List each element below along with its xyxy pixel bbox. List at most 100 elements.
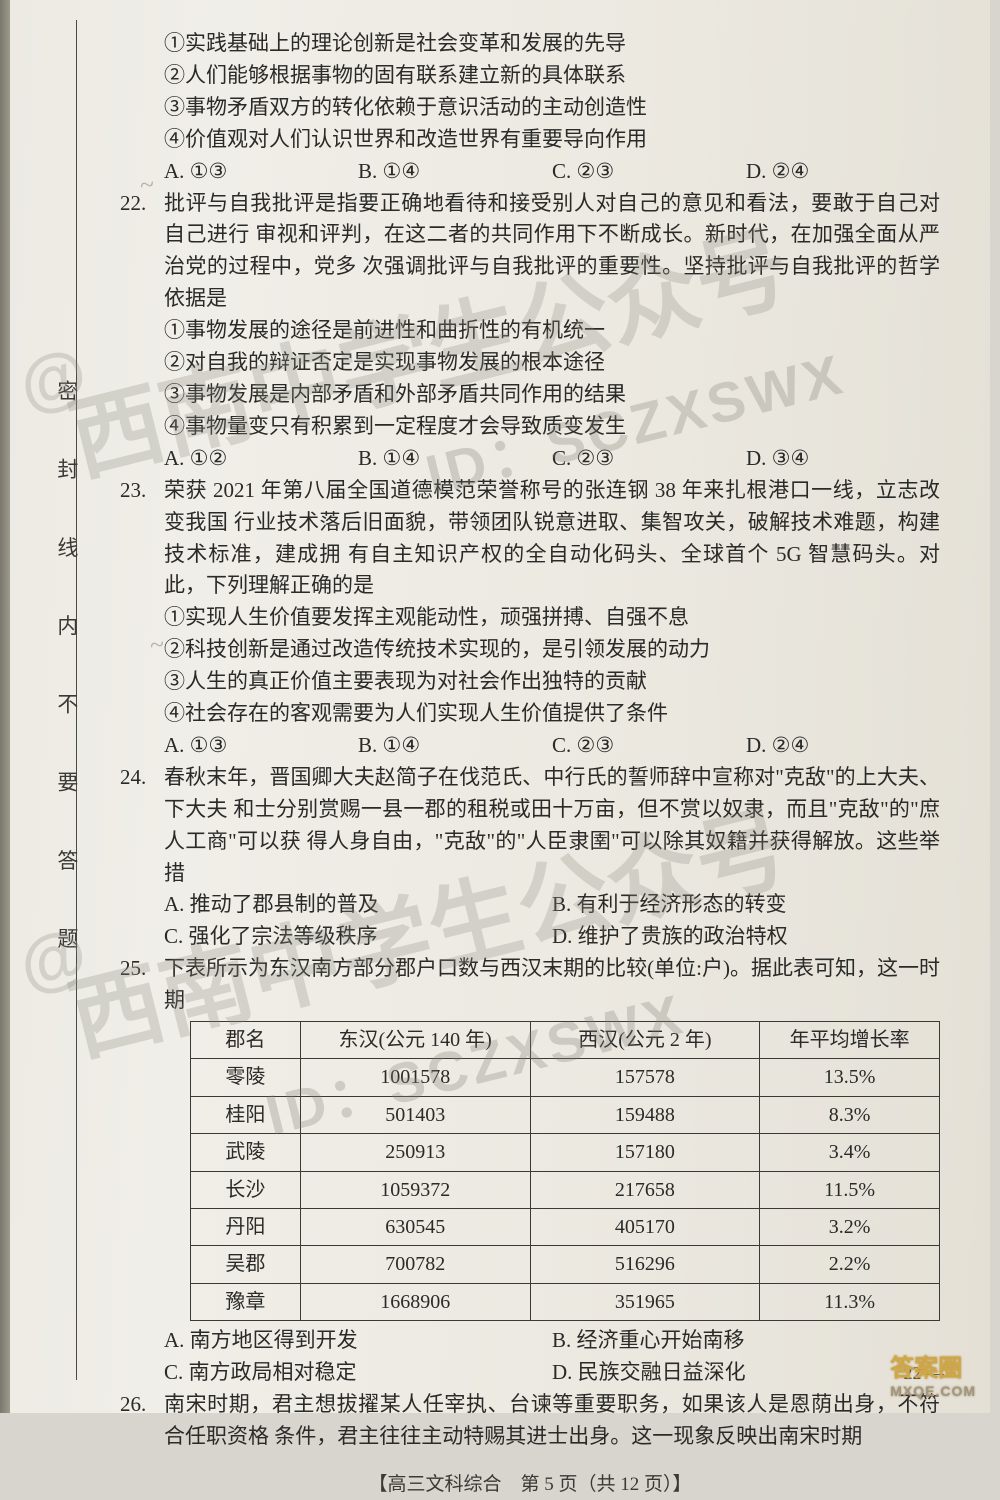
table-cell: 501403: [300, 1096, 530, 1133]
q23-number: 23.: [120, 475, 164, 603]
table-row: 丹阳6305454051703.2%: [191, 1209, 940, 1246]
col-donghan: 东汉(公元 140 年): [300, 1022, 530, 1059]
q26-line2: 条件，君主往往主动特赐其进士出身。这一现象反映出南宋时期: [274, 1424, 862, 1448]
q23-opt-b: B. ①④: [358, 730, 552, 762]
q25-table: 郡名 东汉(公元 140 年) 西汉(公元 2 年) 年平均增长率 零陵1001…: [190, 1021, 940, 1321]
table-cell: 250913: [300, 1134, 530, 1171]
q22-options: A. ①② B. ①④ C. ②③ D. ③④: [164, 443, 940, 475]
q22-opt-b: B. ①④: [358, 443, 552, 475]
table-header-row: 郡名 东汉(公元 140 年) 西汉(公元 2 年) 年平均增长率: [191, 1022, 940, 1059]
q25-number: 25.: [120, 953, 164, 1017]
q24-opt-b: B. 有利于经济形态的转变: [552, 889, 940, 921]
q23-s4: ④社会存在的客观需要为人们实现人生价值提供了条件: [164, 698, 940, 730]
table-cell: 3.4%: [760, 1134, 940, 1171]
col-name: 郡名: [191, 1022, 301, 1059]
q24-number: 24.: [120, 762, 164, 890]
q23-s2: ②科技创新是通过改造传统技术实现的，是引领发展的动力: [164, 634, 940, 666]
q21-s2: ②人们能够根据事物的固有联系建立新的具体联系: [164, 60, 940, 92]
q22-s3: ③事物发展是内部矛盾和外部矛盾共同作用的结果: [164, 379, 940, 411]
q23-s1: ①实现人生价值要发挥主观能动性，顽强拼搏、自强不息: [164, 602, 940, 634]
table-cell: 13.5%: [760, 1059, 940, 1096]
table-row: 长沙105937221765811.5%: [191, 1171, 940, 1208]
q26-stem: 26. 南宋时期，君主想拔擢某人任宰执、台谏等重要职务，如果该人是恩荫出身，不符…: [120, 1389, 940, 1453]
q24-stem: 24. 春秋末年，晋国卿大夫赵简子在伐范氏、中行氏的誓师辞中宣称对"克敌"的上大…: [120, 762, 940, 890]
page-footer: 【高三文科综合 第 5 页（共 12 页）】: [120, 1471, 940, 1500]
corner-logo-line1: 答案圈: [890, 1348, 976, 1383]
table-cell: 3.2%: [760, 1209, 940, 1246]
q23-s3: ③人生的真正价值主要表现为对社会作出独特的贡献: [164, 666, 940, 698]
table-cell: 8.3%: [760, 1096, 940, 1133]
table-cell: 11.5%: [760, 1171, 940, 1208]
q23-statements: ①实现人生价值要发挥主观能动性，顽强拼搏、自强不息 ②科技创新是通过改造传统技术…: [164, 602, 940, 730]
q21-opt-a: A. ①③: [164, 156, 358, 188]
q22-s4: ④事物量变只有积累到一定程度才会导致质变发生: [164, 411, 940, 443]
table-cell: 丹阳: [191, 1209, 301, 1246]
col-rate: 年平均增长率: [760, 1022, 940, 1059]
q25-opt-c: C. 南方政局相对稳定: [164, 1357, 552, 1389]
table-cell: 11.3%: [760, 1283, 940, 1320]
q25-opt-b: B. 经济重心开始南移: [552, 1325, 940, 1357]
q23-stem: 23. 荣获 2021 年第八届全国道德模范荣誉称号的张连钢 38 年来扎根港口…: [120, 475, 940, 603]
q22-s1: ①事物发展的途径是前进性和曲折性的有机统一: [164, 315, 940, 347]
q22-stem: 22. 批评与自我批评是指要正确地看待和接受别人对自己的意见和看法，要敢于自己对…: [120, 188, 940, 316]
exam-page: 密 封 线 内 不 要 答 题 ①实践基础上的理论创新是社会变革和发展的先导 ②…: [10, 0, 990, 1413]
table-cell: 1668906: [300, 1283, 530, 1320]
corner-logo-line2: MXQE.COM: [890, 1383, 976, 1399]
q24-text: 春秋末年，晋国卿大夫赵简子在伐范氏、中行氏的誓师辞中宣称对"克敌"的上大夫、下大…: [164, 762, 940, 890]
table-cell: 吴郡: [191, 1246, 301, 1283]
q21-s4: ④价值观对人们认识世界和改造世界有重要导向作用: [164, 124, 940, 156]
table-row: 豫章166890635196511.3%: [191, 1283, 940, 1320]
table-cell: 516296: [530, 1246, 760, 1283]
table-cell: 2.2%: [760, 1246, 940, 1283]
q26-text: 南宋时期，君主想拔擢某人任宰执、台谏等重要职务，如果该人是恩荫出身，不符合任职资…: [164, 1389, 940, 1453]
table-cell: 217658: [530, 1171, 760, 1208]
table-cell: 630545: [300, 1209, 530, 1246]
q22-opt-a: A. ①②: [164, 443, 358, 475]
table-row: 武陵2509131571803.4%: [191, 1134, 940, 1171]
q24-opt-c: C. 强化了宗法等级秩序: [164, 921, 552, 953]
table-cell: 1001578: [300, 1059, 530, 1096]
q24-options: A. 推动了郡县制的普及 B. 有利于经济形态的转变 C. 强化了宗法等级秩序 …: [164, 889, 940, 953]
table-cell: 武陵: [191, 1134, 301, 1171]
table-cell: 700782: [300, 1246, 530, 1283]
table-cell: 长沙: [191, 1171, 301, 1208]
q21-s3: ③事物矛盾双方的转化依赖于意识活动的主动创造性: [164, 92, 940, 124]
q25-stem: 25. 下表所示为东汉南方部分郡户口数与西汉末期的比较(单位:户)。据此表可知，…: [120, 953, 940, 1017]
table-cell: 零陵: [191, 1059, 301, 1096]
table-row: 吴郡7007825162962.2%: [191, 1246, 940, 1283]
q21-options: A. ①③ B. ①④ C. ②③ D. ②④: [164, 156, 940, 188]
table-cell: 1059372: [300, 1171, 530, 1208]
table-cell: 157180: [530, 1134, 760, 1171]
q25-text: 下表所示为东汉南方部分郡户口数与西汉末期的比较(单位:户)。据此表可知，这一时期: [164, 953, 940, 1017]
table-cell: 157578: [530, 1059, 760, 1096]
q23-opt-a: A. ①③: [164, 730, 358, 762]
q21-opt-d: D. ②④: [746, 156, 940, 188]
q25-options: A. 南方地区得到开发 B. 经济重心开始南移 C. 南方政局相对稳定 D. 民…: [164, 1325, 940, 1389]
corner-logo: 答案圈 MXQE.COM: [890, 1348, 976, 1399]
table-cell: 159488: [530, 1096, 760, 1133]
q22-opt-c: C. ②③: [552, 443, 746, 475]
q23-opt-c: C. ②③: [552, 730, 746, 762]
q21-opt-b: B. ①④: [358, 156, 552, 188]
table-body: 零陵100157815757813.5%桂阳5014031594888.3%武陵…: [191, 1059, 940, 1321]
table-cell: 桂阳: [191, 1096, 301, 1133]
q22-number: 22.: [120, 188, 164, 316]
q25-opt-d: D. 民族交融日益深化: [552, 1357, 940, 1389]
q21-s1: ①实践基础上的理论创新是社会变革和发展的先导: [164, 28, 940, 60]
q21-opt-c: C. ②③: [552, 156, 746, 188]
seal-line-label: 密 封 线 内 不 要 答 题: [50, 380, 82, 975]
q24-opt-a: A. 推动了郡县制的普及: [164, 889, 552, 921]
q25-opt-a: A. 南方地区得到开发: [164, 1325, 552, 1357]
col-xihan: 西汉(公元 2 年): [530, 1022, 760, 1059]
q23-opt-d: D. ②④: [746, 730, 940, 762]
q26-number: 26.: [120, 1389, 164, 1453]
q22-text: 批评与自我批评是指要正确地看待和接受别人对自己的意见和看法，要敢于自己对自己进行…: [164, 188, 940, 316]
q23-options: A. ①③ B. ①④ C. ②③ D. ②④: [164, 730, 940, 762]
q24-opt-d: D. 维护了贵族的政治特权: [552, 921, 940, 953]
table-cell: 405170: [530, 1209, 760, 1246]
q21-statements: ①实践基础上的理论创新是社会变革和发展的先导 ②人们能够根据事物的固有联系建立新…: [164, 28, 940, 156]
q22-s2: ②对自我的辩证否定是实现事物发展的根本途径: [164, 347, 940, 379]
table-cell: 351965: [530, 1283, 760, 1320]
q23-text: 荣获 2021 年第八届全国道德模范荣誉称号的张连钢 38 年来扎根港口一线，立…: [164, 475, 940, 603]
table-row: 桂阳5014031594888.3%: [191, 1096, 940, 1133]
